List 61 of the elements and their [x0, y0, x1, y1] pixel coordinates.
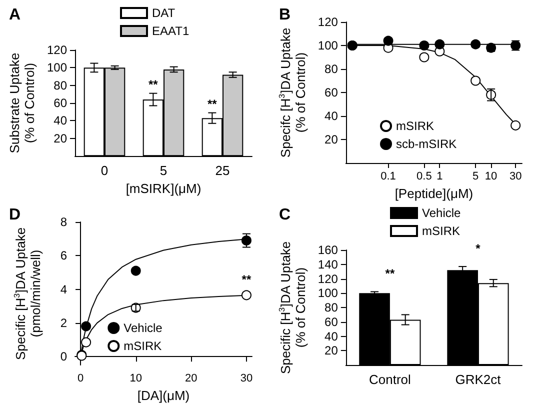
y-tick-label: 40: [324, 329, 338, 344]
y-tick-label: 2: [60, 316, 68, 330]
x-tick-label: 10: [130, 372, 142, 384]
y-tick-label: 100: [46, 60, 68, 75]
y-tick-label: 80: [324, 300, 338, 314]
y-tick-label: 40: [54, 114, 68, 128]
y-tick-label: 0: [60, 350, 68, 364]
x-axis-title: [DA](μM): [137, 388, 190, 403]
x-axis-title: [mSIRK](μM): [126, 181, 202, 196]
legend-label: mSIRK: [396, 119, 434, 133]
x-tick-label: 0: [100, 163, 108, 178]
y-tick-label: 4: [60, 282, 68, 296]
y-tick-label: 100: [318, 38, 338, 52]
y-tick-label: 120: [318, 272, 338, 286]
annotation: **: [148, 77, 158, 92]
annotation: **: [385, 266, 395, 281]
y-tick-label: 20: [54, 131, 68, 146]
annotation: **: [242, 272, 252, 287]
legend-label: Vehicle: [422, 206, 462, 220]
x-tick-label: 0.5: [416, 170, 432, 182]
x-tick-label: 5: [472, 170, 479, 182]
y-tick-label: 20: [324, 132, 338, 146]
y-tick-label: 8: [60, 215, 68, 229]
legend-label: scb-mSIRK: [396, 137, 457, 151]
y-tick-label: 160: [318, 243, 338, 257]
y-tick-label: 140: [318, 257, 338, 272]
x-tick-label: 30: [509, 170, 522, 182]
y-tick-label: 80: [54, 78, 68, 92]
annotation: *: [476, 242, 481, 256]
legend-label: mSIRK: [124, 339, 162, 353]
y-tick-label: 100: [318, 286, 338, 300]
legend-label: EAAT1: [152, 24, 190, 38]
x-tick-label: Control: [368, 372, 411, 387]
x-tick-label: GRK2ct: [455, 372, 502, 387]
legend-label: mSIRK: [422, 224, 460, 238]
x-tick-label: 30: [240, 372, 253, 384]
chart-title: D: [9, 206, 21, 224]
x-tick-label: 20: [185, 372, 198, 384]
x-tick-label: 25: [215, 163, 230, 178]
y-tick-label: 120: [318, 15, 338, 29]
y-tick-label: 80: [324, 62, 338, 76]
legend-label: Vehicle: [124, 321, 163, 335]
y-tick-label: 60: [54, 96, 68, 110]
y-tick-label: 60: [324, 314, 338, 329]
annotation: **: [208, 96, 218, 111]
chart-title: A: [9, 6, 21, 24]
x-tick-label: 1: [436, 170, 443, 182]
x-tick-label: 5: [160, 163, 168, 178]
y-tick-label: 120: [46, 43, 68, 57]
y-tick-label: 40: [324, 109, 338, 123]
chart-title: B: [279, 6, 291, 24]
x-axis-title: [Peptide](μM): [394, 186, 474, 201]
x-tick-label: 10: [484, 170, 498, 182]
x-tick-label: 0.1: [380, 170, 396, 182]
y-tick-label: 6: [60, 248, 68, 263]
legend-label: DAT: [152, 6, 176, 20]
chart-title: C: [279, 206, 291, 224]
y-tick-label: 60: [324, 86, 338, 100]
y-axis-title: Substrate Uptake (% of Control): [7, 52, 38, 154]
x-tick-label: 0: [77, 372, 84, 384]
y-tick-label: 20: [324, 344, 338, 358]
